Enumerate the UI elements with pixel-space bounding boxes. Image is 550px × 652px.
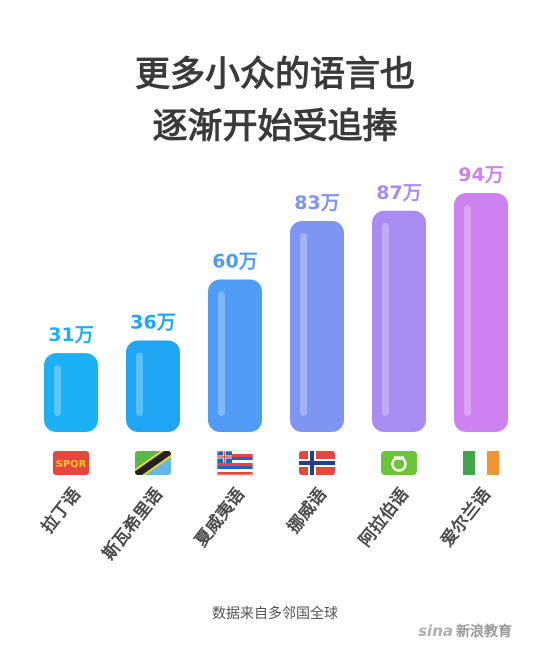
category-label-6: 爱尔兰语	[437, 484, 495, 551]
flags-group: SPQR	[53, 450, 499, 476]
duolingo-arabic-icon	[381, 451, 417, 475]
hawaii-flag-icon	[216, 450, 254, 476]
bar-highlight-5	[382, 222, 389, 416]
category-label-3: 夏威夷语	[191, 484, 249, 551]
title-line-1: 更多小众的语言也	[135, 55, 415, 95]
value-labels-group: 31万 36万 60万 83万 87万 94万	[48, 164, 503, 346]
value-label-2: 36万	[130, 311, 175, 333]
tanzania-flag-icon	[135, 451, 171, 475]
value-label-6: 94万	[458, 164, 503, 186]
sina-logo: sina 新浪教育	[418, 622, 512, 640]
title-line-2: 逐渐开始受追捧	[152, 107, 397, 147]
bar-highlight-2	[136, 352, 143, 416]
bar-4	[290, 220, 344, 432]
bars-group	[44, 193, 508, 432]
bar-highlight-3	[218, 291, 225, 416]
bar-highlight-4	[300, 232, 307, 416]
category-label-4: 挪威语	[283, 484, 331, 537]
bar-highlight-6	[464, 205, 471, 416]
source-note: 数据来自多邻国全球	[212, 605, 338, 622]
bar-highlight-1	[54, 365, 61, 416]
bar-1	[44, 353, 98, 432]
sina-logo-mark: sina	[418, 622, 453, 640]
value-label-1: 31万	[48, 324, 93, 346]
bar-5	[372, 210, 426, 432]
bar-3	[208, 279, 262, 432]
value-label-4: 83万	[294, 192, 339, 214]
norway-flag-icon	[299, 451, 335, 475]
ireland-flag-icon	[463, 451, 499, 475]
logo-text: 新浪教育	[456, 623, 512, 640]
spqr-text: SPQR	[56, 459, 87, 470]
category-label-5: 阿拉伯语	[355, 484, 413, 551]
category-label-1: 拉丁语	[37, 484, 85, 537]
category-labels-group: 拉丁语 斯瓦希里语 夏威夷语 挪威语 阿拉伯语 爱尔兰语	[37, 484, 495, 564]
chart-title: 更多小众的语言也 逐渐开始受追捧	[135, 55, 415, 147]
bar-2	[126, 340, 180, 432]
spqr-flag-icon: SPQR	[53, 451, 89, 475]
category-label-2: 斯瓦希里语	[98, 484, 167, 564]
value-label-3: 60万	[212, 250, 257, 272]
value-label-5: 87万	[376, 182, 421, 204]
bar-6	[454, 193, 508, 432]
